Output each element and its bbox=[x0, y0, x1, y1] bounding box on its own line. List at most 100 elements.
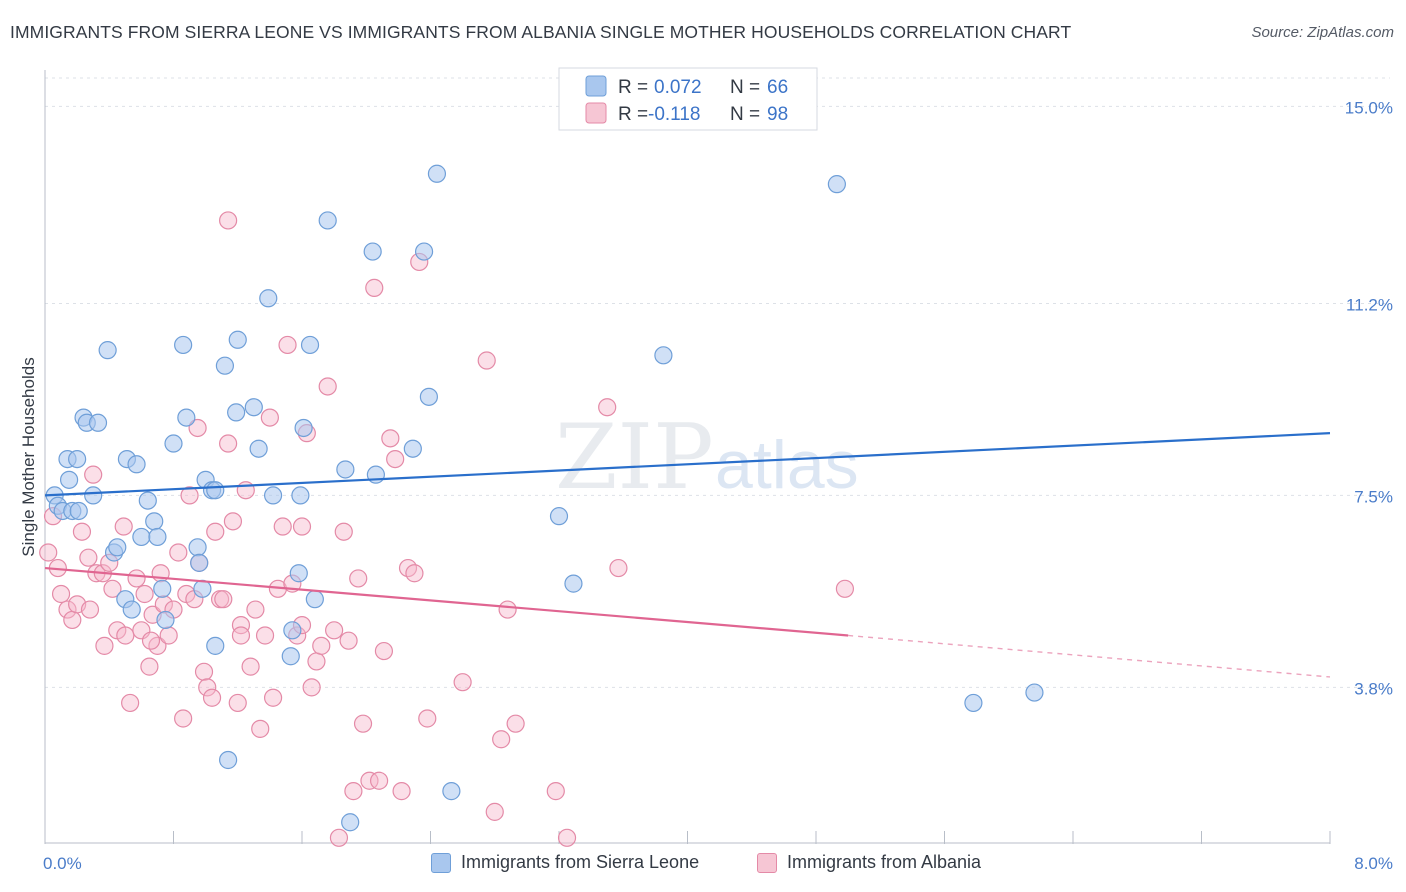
point-sierra-leone bbox=[305, 590, 324, 609]
series-legend-item-albania: Immigrants from Albania bbox=[757, 852, 981, 873]
point-albania bbox=[95, 636, 114, 655]
point-sierra-leone bbox=[336, 460, 355, 479]
point-albania bbox=[318, 377, 337, 396]
point-albania bbox=[453, 673, 472, 692]
point-sierra-leone bbox=[69, 501, 88, 521]
point-sierra-leone bbox=[244, 398, 263, 417]
point-albania bbox=[292, 517, 312, 536]
point-albania bbox=[116, 626, 135, 645]
point-sierra-leone bbox=[419, 387, 438, 406]
series-name-sierra-leone: Immigrants from Sierra Leone bbox=[461, 852, 700, 872]
point-sierra-leone bbox=[403, 439, 422, 458]
point-sierra-leone bbox=[414, 242, 434, 261]
point-sierra-leone bbox=[88, 413, 108, 432]
point-sierra-leone bbox=[188, 538, 207, 557]
point-sierra-leone bbox=[153, 579, 172, 598]
point-sierra-leone bbox=[227, 403, 246, 422]
point-albania bbox=[334, 522, 353, 541]
series-legend: Immigrants from Sierra Leone Immigrants … bbox=[0, 852, 1406, 878]
point-sierra-leone bbox=[249, 439, 268, 458]
legend-r-value-1: 0.072 bbox=[654, 77, 702, 98]
point-albania bbox=[386, 449, 405, 469]
point-sierra-leone bbox=[138, 491, 157, 510]
point-sierra-leone bbox=[190, 553, 209, 572]
point-albania bbox=[51, 584, 71, 604]
point-sierra-leone bbox=[174, 335, 193, 355]
point-albania bbox=[349, 569, 368, 588]
point-albania bbox=[180, 486, 199, 505]
point-albania bbox=[121, 693, 140, 713]
point-albania bbox=[202, 688, 222, 707]
chart-source: Source: ZipAtlas.com bbox=[1251, 24, 1394, 41]
legend-n-value-2: 98 bbox=[767, 104, 788, 125]
legend-r-label-2: R = bbox=[618, 104, 648, 125]
series-name-albania: Immigrants from Albania bbox=[787, 852, 982, 872]
watermark-atlas: atlas bbox=[715, 427, 859, 503]
y-tick-labels: 3.8% 7.5% 11.2% 15.0% bbox=[1345, 98, 1393, 698]
point-albania bbox=[557, 828, 577, 847]
point-albania bbox=[353, 714, 373, 733]
point-albania bbox=[485, 802, 504, 821]
point-sierra-leone bbox=[206, 636, 225, 655]
y-tick-label: 11.2% bbox=[1346, 295, 1393, 314]
point-sierra-leone bbox=[259, 289, 278, 308]
x-tick-label: 8.0% bbox=[1354, 854, 1393, 873]
point-sierra-leone bbox=[1025, 683, 1044, 702]
point-albania bbox=[255, 626, 275, 645]
point-albania bbox=[418, 709, 437, 728]
legend-n-label-2: N = bbox=[730, 104, 760, 125]
point-albania bbox=[135, 584, 154, 604]
series-swatch-sierra-leone bbox=[431, 852, 451, 873]
y-tick-label: 7.5% bbox=[1354, 487, 1393, 506]
point-sierra-leone bbox=[318, 211, 337, 230]
point-albania bbox=[598, 398, 617, 417]
point-albania bbox=[492, 730, 511, 749]
point-sierra-leone bbox=[215, 356, 234, 375]
point-albania bbox=[251, 719, 270, 738]
point-albania bbox=[63, 610, 82, 630]
point-albania bbox=[405, 564, 424, 583]
point-albania bbox=[477, 351, 496, 370]
point-albania bbox=[169, 543, 188, 562]
point-sierra-leone bbox=[228, 330, 247, 349]
point-albania bbox=[219, 434, 238, 453]
x-tick-label: 0.0% bbox=[43, 854, 82, 873]
point-albania bbox=[263, 688, 283, 707]
point-sierra-leone bbox=[84, 486, 103, 505]
point-sierra-leone bbox=[442, 782, 461, 801]
point-sierra-leone bbox=[294, 418, 313, 438]
point-albania bbox=[339, 631, 358, 650]
legend-r-label-1: R = bbox=[618, 77, 648, 98]
y-axis-label: Single Mother Households bbox=[19, 357, 38, 556]
point-albania bbox=[260, 408, 279, 427]
point-albania bbox=[103, 579, 122, 598]
point-albania bbox=[80, 600, 100, 619]
point-sierra-leone bbox=[827, 175, 846, 194]
point-sierra-leone bbox=[108, 538, 127, 557]
point-sierra-leone bbox=[281, 647, 300, 666]
point-albania bbox=[114, 517, 133, 536]
point-albania bbox=[228, 693, 247, 713]
albania-points bbox=[39, 211, 855, 847]
point-albania bbox=[206, 522, 225, 541]
point-sierra-leone bbox=[127, 455, 146, 474]
point-sierra-leone bbox=[291, 486, 310, 505]
point-albania bbox=[140, 657, 159, 676]
series-swatch-albania bbox=[757, 852, 777, 873]
point-sierra-leone bbox=[964, 693, 983, 713]
point-sierra-leone bbox=[219, 750, 238, 770]
point-albania bbox=[365, 278, 384, 297]
watermark: ZIP atlas bbox=[555, 405, 859, 510]
legend-swatch-sierra-leone bbox=[585, 75, 607, 97]
point-albania bbox=[506, 714, 525, 733]
point-albania bbox=[278, 335, 297, 355]
sierra-leone-points bbox=[45, 164, 1044, 832]
axis-layer bbox=[44, 70, 1330, 844]
series-legend-item-sierra-leone: Immigrants from Sierra Leone bbox=[431, 852, 699, 873]
point-albania bbox=[174, 709, 193, 728]
point-albania bbox=[344, 782, 363, 801]
point-albania bbox=[141, 631, 161, 650]
point-albania bbox=[609, 558, 628, 578]
point-albania bbox=[214, 590, 233, 609]
